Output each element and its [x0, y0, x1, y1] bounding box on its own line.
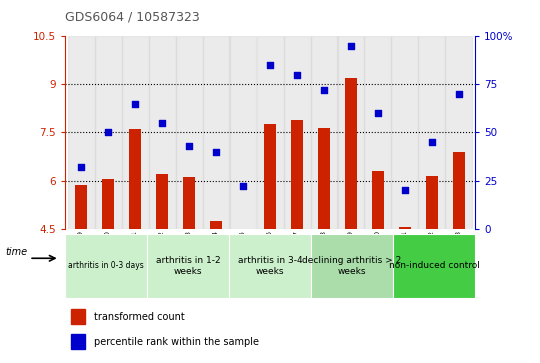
FancyBboxPatch shape — [147, 234, 229, 298]
Bar — [202, 36, 230, 229]
Point — [185, 143, 193, 149]
Bar — [310, 36, 338, 229]
Text: arthritis in 3-4
weeks: arthritis in 3-4 weeks — [238, 256, 302, 276]
Bar — [338, 36, 364, 229]
Bar — [122, 36, 148, 229]
Bar — [446, 36, 472, 229]
Text: non-induced control: non-induced control — [389, 261, 480, 270]
Point — [212, 149, 220, 155]
Point — [347, 43, 355, 49]
FancyBboxPatch shape — [393, 234, 475, 298]
Bar — [284, 36, 310, 229]
Bar — [210, 221, 222, 229]
Bar — [291, 120, 303, 229]
Bar — [256, 36, 284, 229]
Text: GDS6064 / 10587323: GDS6064 / 10587323 — [65, 11, 200, 24]
Text: time: time — [5, 247, 28, 257]
Point — [131, 101, 139, 107]
Point — [428, 139, 436, 145]
Point — [239, 183, 247, 189]
Point — [266, 62, 274, 68]
Bar — [75, 185, 87, 229]
Text: declining arthritis > 2
weeks: declining arthritis > 2 weeks — [302, 256, 402, 276]
Bar — [71, 309, 85, 324]
Bar — [264, 125, 276, 229]
Bar — [230, 36, 256, 229]
Bar — [399, 227, 411, 229]
Point — [374, 110, 382, 116]
Bar — [102, 179, 114, 229]
Point — [320, 87, 328, 93]
Bar — [372, 171, 384, 229]
Bar — [71, 334, 85, 349]
Bar — [156, 174, 168, 229]
Bar — [94, 36, 122, 229]
Text: transformed count: transformed count — [93, 311, 184, 322]
Text: arthritis in 1-2
weeks: arthritis in 1-2 weeks — [156, 256, 220, 276]
Point — [293, 72, 301, 78]
Text: percentile rank within the sample: percentile rank within the sample — [93, 337, 259, 347]
Bar — [392, 36, 418, 229]
Point — [158, 120, 166, 126]
Bar — [68, 36, 94, 229]
Point — [104, 130, 112, 135]
Bar — [418, 36, 445, 229]
Bar — [129, 129, 141, 229]
Bar — [345, 78, 357, 229]
Bar — [364, 36, 391, 229]
FancyBboxPatch shape — [65, 234, 147, 298]
Point — [455, 91, 463, 97]
FancyBboxPatch shape — [229, 234, 311, 298]
Bar — [426, 176, 438, 229]
Point — [77, 164, 85, 170]
FancyBboxPatch shape — [311, 234, 393, 298]
Bar — [318, 128, 330, 229]
Point — [401, 187, 409, 193]
Bar — [183, 178, 195, 229]
Bar — [453, 152, 465, 229]
Bar — [148, 36, 176, 229]
Bar — [176, 36, 202, 229]
Text: arthritis in 0-3 days: arthritis in 0-3 days — [68, 261, 144, 270]
